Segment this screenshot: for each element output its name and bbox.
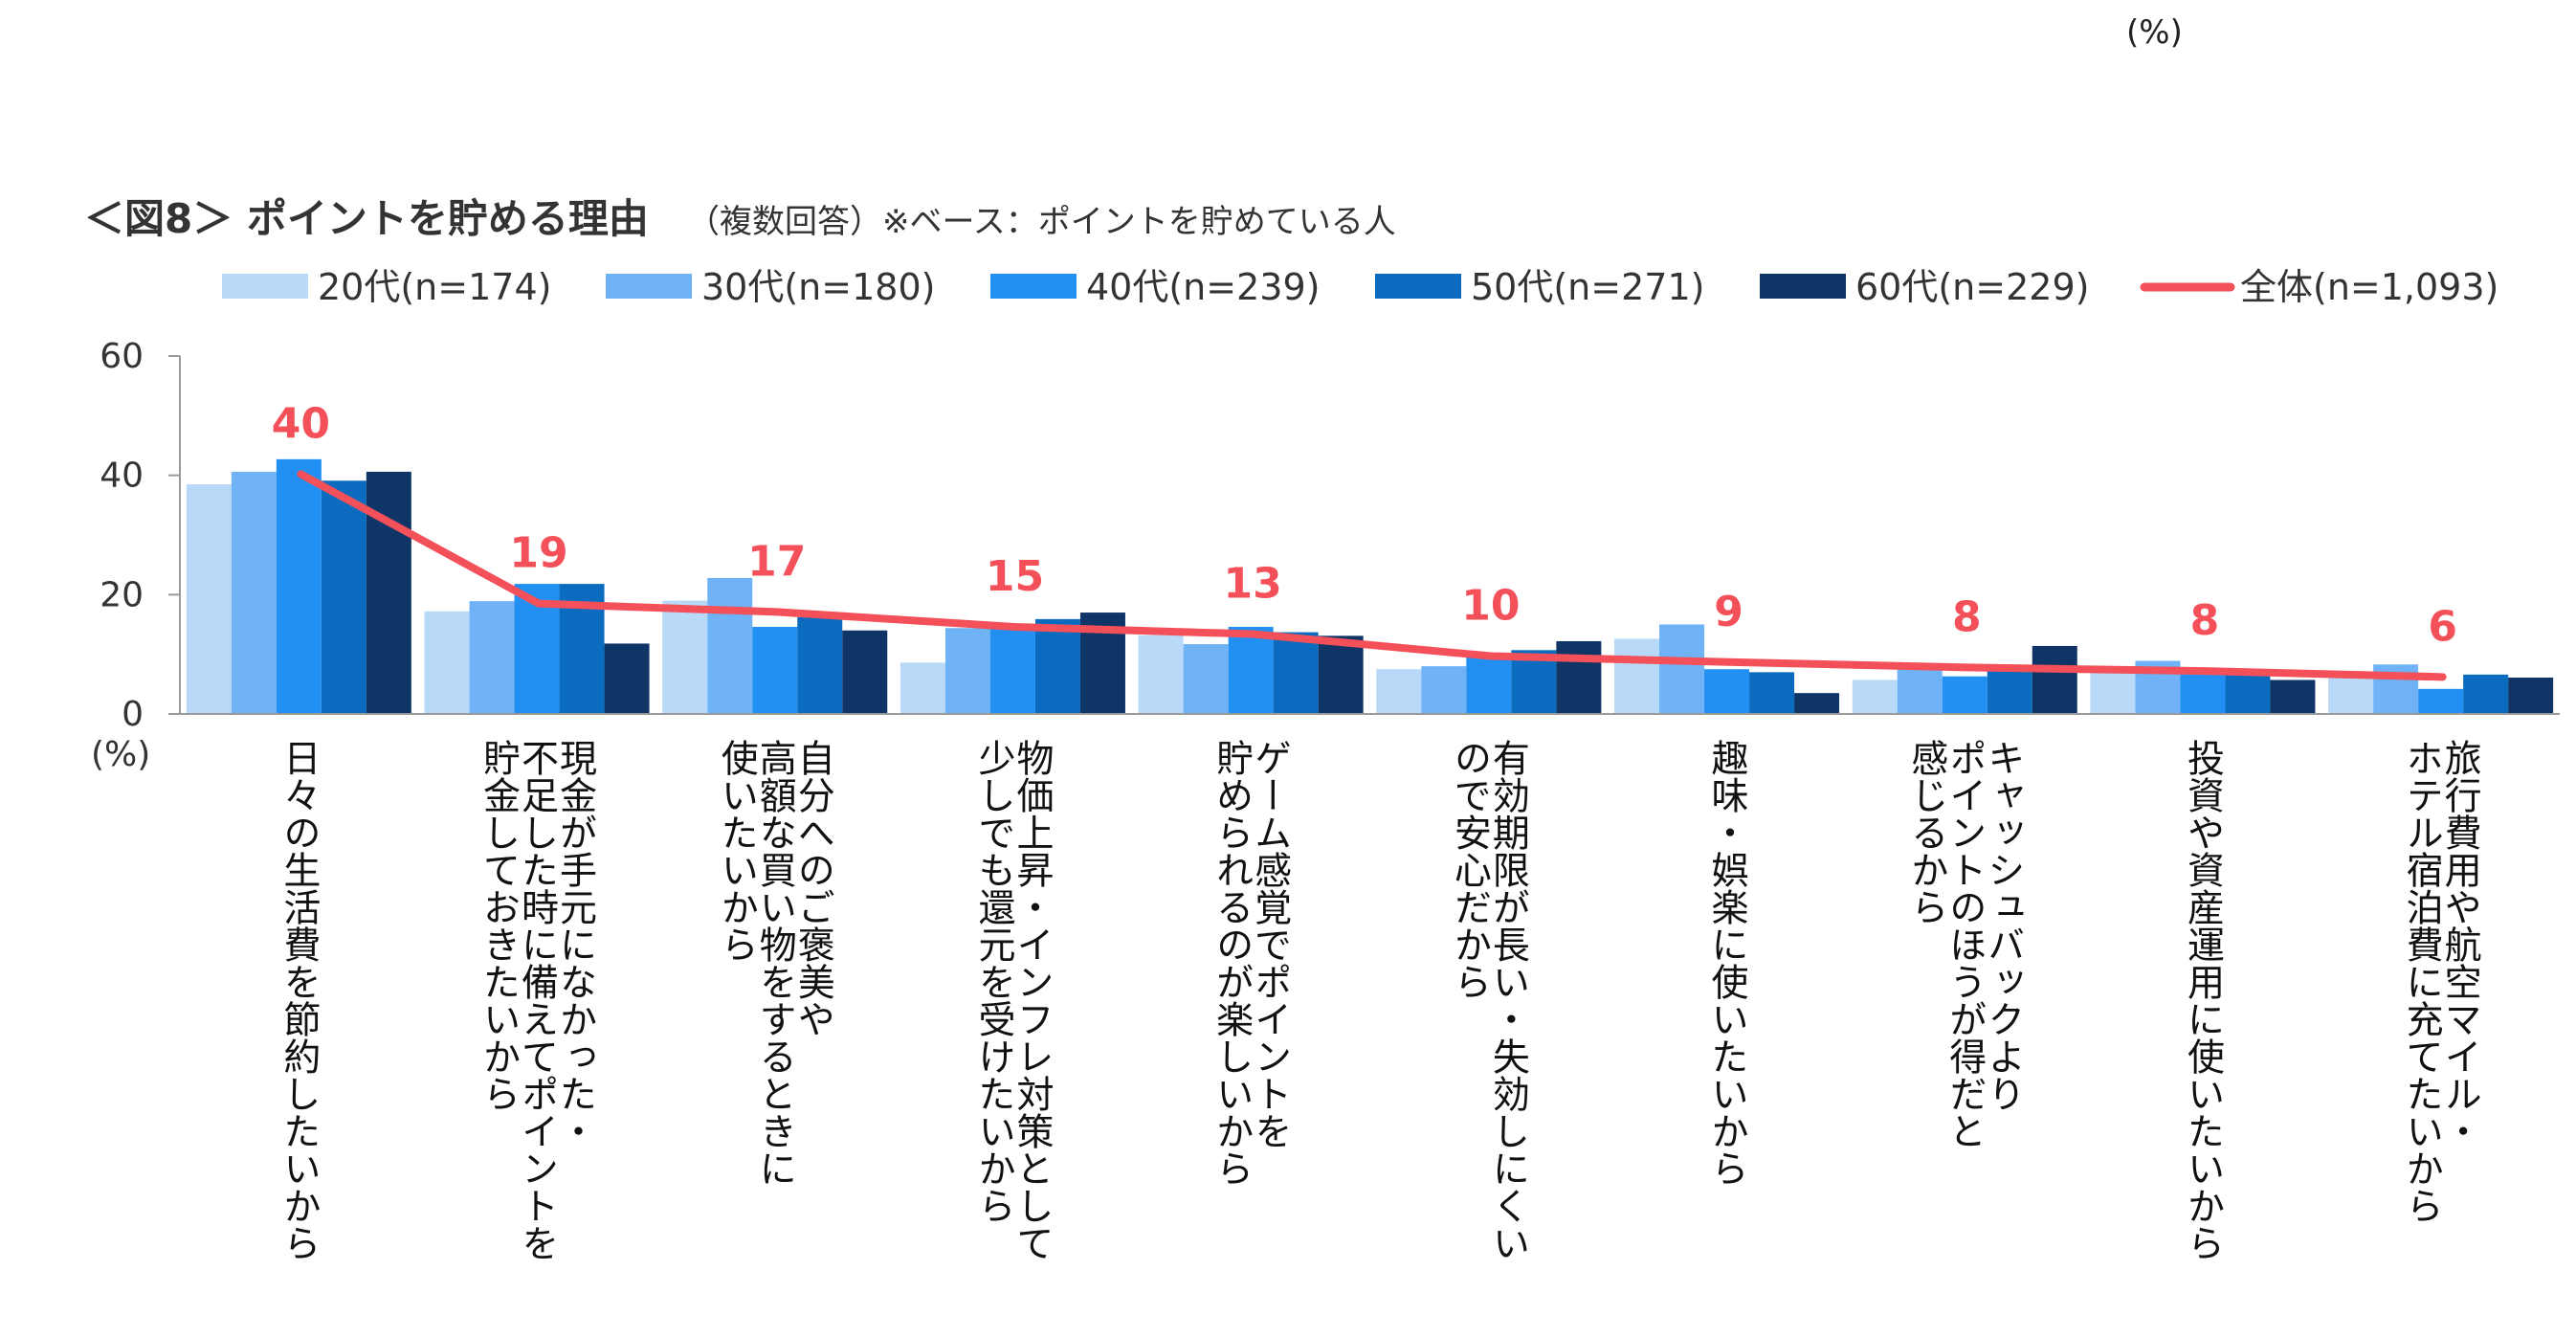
bar [842,630,888,714]
data-label: 8 [2190,596,2220,645]
legend-label: 50代(n=271) [1471,266,1704,308]
legend-label: 20代(n=174) [318,266,551,308]
chart-subtitle: （複数回答）※ベース：ポイントを貯めている人 [687,203,1396,241]
bar [366,471,411,714]
category-label: キャッシュバックより [1982,739,2025,1112]
chart-title: ＜図8＞ ポイントを貯める理由 [84,195,649,242]
bar [2090,669,2136,714]
y-axis-unit-label: (%) [91,735,150,774]
data-label: 17 [747,537,806,586]
bar [2418,688,2464,714]
data-label: 6 [2428,602,2457,651]
category-label: 感じるから [1905,739,1948,925]
bar [1897,667,1943,714]
bar [1273,632,1319,714]
bar [797,617,843,714]
bar [276,458,322,714]
bar [2508,677,2554,714]
y-tick-label: 60 [100,337,144,376]
bar [604,643,650,714]
bar [1987,669,2032,714]
bar [2032,645,2077,714]
category-label: 不足した時に備えてポイントを [516,739,559,1261]
bar [1034,618,1080,714]
bar [2328,676,2374,714]
category-label: ポイントのほうが得だと [1943,739,1988,1149]
category-label: 旅行費用や航空マイル・ [2438,739,2482,1149]
category-label: 趣味・娯楽に使いたいから [1705,739,1749,1187]
y-tick-label: 40 [100,457,144,496]
legend-label: 30代(n=180) [701,266,935,308]
bar [1421,666,1467,714]
category-label: 貯金しておきたいから [477,739,521,1112]
bar [1614,638,1660,714]
bar [1749,672,1795,714]
bar [2463,674,2509,714]
bar [989,626,1035,714]
bar [707,577,753,714]
legend: 20代(n=174) 30代(n=180) 40代(n=239) 50代(n=271)… [222,266,2498,308]
bar [1376,669,1422,714]
bar [1318,635,1364,714]
data-label: 15 [986,552,1044,601]
bar [1704,669,1750,714]
bar [1659,624,1705,714]
data-label: 10 [1461,582,1520,631]
unit-top-label: (%) [2126,13,2183,52]
bar [899,662,945,714]
bar [1794,693,1840,714]
bar [1852,680,1898,714]
bar [2180,669,2226,714]
data-label: 9 [1714,588,1743,636]
plot-area: 0 20 40 60 (%) 40 19 17 15 13 10 9 8 8 6 日々の生活費を節約したいから… [91,337,2560,1261]
category-label: 貯められるのが楽しいから [1210,739,1254,1187]
category-label: 投資や資産運用に使いたいから [2181,739,2225,1261]
legend-swatch [990,274,1077,299]
total-series-line [297,470,2447,681]
bar [1466,654,1512,714]
bar [1183,644,1229,714]
y-tick-label: 20 [100,575,144,614]
category-label: 日々の生活費を節約したいから [278,739,321,1261]
category-label: 使いたいから [715,739,759,963]
category-label: 自分へのご褒美や [791,739,834,1037]
bar [1138,635,1184,714]
legend-swatch [1760,274,1846,299]
bar [1556,640,1602,714]
category-label: 有効期限が長い・失効しにくい [1486,739,1529,1261]
bar [1228,626,1274,714]
y-tick-label: 0 [122,695,144,734]
data-label: 13 [1224,559,1282,608]
category-label: ゲーム感覚でポイントを [1249,739,1292,1149]
bar [186,484,232,714]
legend-label: 60代(n=229) [1855,266,2089,308]
bar [2270,680,2316,714]
bar [424,611,470,714]
category-label: ホテル宿泊費に充てたいから [2400,739,2443,1224]
bar [752,626,798,714]
legend-label: 全体(n=1,093) [2240,266,2498,308]
category-label: 現金が手元になかった・ [554,739,597,1149]
legend-swatch [1375,274,1461,299]
bar [1942,676,1988,714]
bar [2225,674,2271,714]
data-label: 8 [1952,592,1982,641]
category-label: 物価上昇・インフレ対策として [1010,739,1055,1261]
bar [321,480,366,714]
bar [231,471,277,714]
category-label: ので安心だから [1448,739,1491,1000]
legend-label: 40代(n=239) [1086,266,1320,308]
bar [944,628,990,714]
bar [662,600,708,714]
category-label: 高額な買い物をするときに [753,739,796,1187]
bar [469,601,515,714]
data-label: 19 [509,529,567,578]
data-label: 40 [272,399,330,448]
category-label: 少しでも還元を受けたいから [972,739,1015,1224]
legend-swatch [606,274,692,299]
legend-swatch [222,274,308,299]
